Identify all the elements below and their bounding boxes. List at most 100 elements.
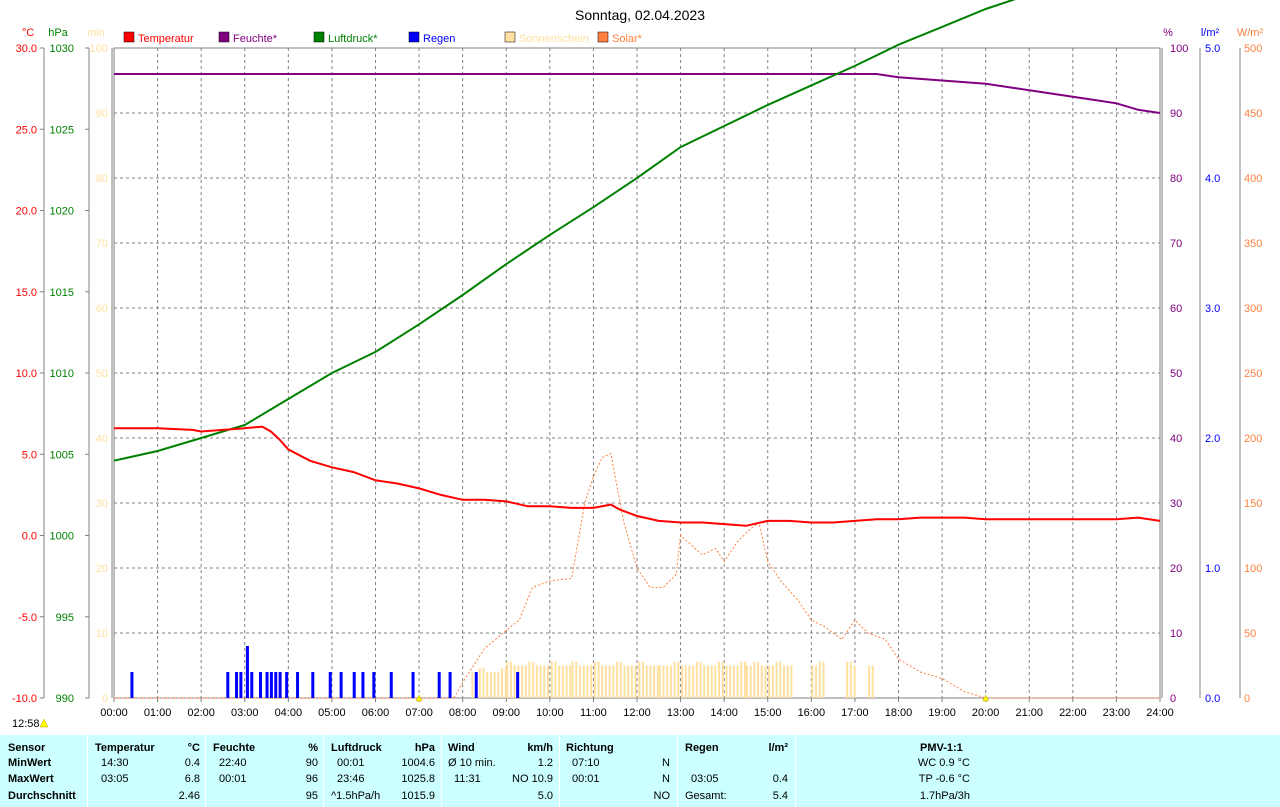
sunshine-bar (642, 661, 645, 698)
sunshine-bar (740, 661, 743, 698)
sunshine-bar (853, 665, 856, 698)
sunshine-bar (593, 661, 596, 698)
pressure-tick-label: 1000 (50, 531, 74, 543)
time-marker-label: 12:58 (12, 718, 40, 730)
sunshine-bar (582, 665, 585, 698)
sunshine-bar (478, 668, 481, 698)
x-tick-label: 17:00 (841, 707, 869, 719)
sunshine-bar (673, 661, 676, 698)
rain-axis-unit: l/m² (1201, 27, 1220, 39)
rain-bar (339, 672, 343, 698)
sunshine-bar (528, 661, 531, 698)
sunshine-bar (771, 665, 774, 698)
stats-header-press-unit: hPa (414, 742, 435, 754)
pmv-wc: WC 0.9 °C (917, 757, 970, 769)
sunshine-tick-label: 90 (96, 108, 108, 120)
temp-tick-label: 10.0 (16, 368, 37, 380)
humidity-tick-label: 30 (1170, 498, 1182, 510)
dir-avg-value: NO (653, 790, 671, 802)
humidity-tick-label: 20 (1170, 563, 1182, 575)
legend-swatch (313, 31, 325, 43)
temp-tick-label: 15.0 (16, 287, 37, 299)
pressure-tick-label: 1030 (50, 43, 74, 55)
x-tick-label: 24:00 (1146, 707, 1174, 719)
pressure-tick-label: 1005 (50, 449, 74, 461)
stats-header-wind: Wind (448, 742, 475, 754)
hum-min-value: 90 (305, 757, 318, 769)
rain-bar (474, 672, 478, 698)
chart-title: Sonntag, 02.04.2023 (575, 7, 705, 23)
dir-min-value: N (662, 757, 670, 769)
sunshine-bar (681, 665, 684, 698)
sunshine-bar (749, 665, 752, 698)
sunshine-bar (764, 665, 767, 698)
sunshine-bar (571, 661, 574, 698)
humidity-tick-label: 10 (1170, 628, 1182, 640)
sunshine-bar (558, 665, 561, 698)
sunshine-bar (524, 665, 527, 698)
sunshine-bar (513, 665, 516, 698)
x-tick-label: 12:00 (623, 707, 651, 719)
pmv-tp: TP -0.6 °C (918, 773, 970, 785)
hum-avg-value: 95 (305, 790, 318, 802)
rain-bar (226, 672, 230, 698)
dir-max-time: 00:01 (572, 773, 600, 785)
rain-bar (278, 672, 282, 698)
sunshine-bar (619, 661, 622, 698)
sunshine-tick-label: 60 (96, 303, 108, 315)
sunshine-tick-label: 30 (96, 498, 108, 510)
sunshine-bar (786, 665, 789, 698)
sunshine-bar (521, 665, 524, 698)
humidity-axis-unit: % (1163, 27, 1173, 39)
x-tick-label: 20:00 (972, 707, 1000, 719)
solar-tick-label: 300 (1244, 303, 1262, 315)
temp-max-time: 03:05 (101, 773, 129, 785)
stats-header-rain: Regen (685, 742, 719, 754)
stats-header-wind-unit: km/h (527, 742, 553, 754)
rain-bar (235, 672, 239, 698)
rain-bar (265, 672, 269, 698)
humidity-tick-label: 0 (1170, 693, 1176, 705)
humidity-tick-label: 90 (1170, 108, 1182, 120)
sunshine-bar (504, 668, 507, 698)
rain-tick-label: 2.0 (1205, 433, 1220, 445)
stats-header-hum: Feuchte (213, 742, 256, 754)
stats-divider (441, 735, 442, 807)
rain-bar (259, 672, 263, 698)
solar-tick-label: 0 (1244, 693, 1250, 705)
solar-axis-unit: W/m² (1237, 27, 1264, 39)
sunshine-bar (565, 665, 568, 698)
x-tick-label: 01:00 (144, 707, 172, 719)
sunshine-bar (482, 668, 485, 698)
solar-tick-label: 200 (1244, 433, 1262, 445)
solar-tick-label: 500 (1244, 43, 1262, 55)
pressure-line (113, 0, 1016, 462)
temp-tick-label: 0.0 (22, 531, 37, 543)
rain-bar (130, 672, 134, 698)
sun-marker-icon (415, 694, 423, 702)
temp-max-value: 6.8 (184, 773, 200, 785)
sunshine-bar (543, 665, 546, 698)
x-tick-label: 14:00 (710, 707, 738, 719)
x-tick-label: 10:00 (536, 707, 564, 719)
legend-label: Temperatur (138, 33, 194, 45)
sunshine-tick-label: 10 (96, 628, 108, 640)
sunshine-bar (732, 665, 735, 698)
sunshine-bar (630, 665, 633, 698)
rain-bar (361, 672, 365, 698)
sunshine-bar (590, 665, 593, 698)
stats-row-max: MaxWert (8, 773, 54, 785)
pressure-axis-unit: hPa (48, 27, 68, 39)
stats-divider (559, 735, 560, 807)
x-tick-label: 07:00 (405, 707, 433, 719)
sunshine-bar (627, 665, 630, 698)
sunshine-bar (539, 665, 542, 698)
sunshine-bar (677, 661, 680, 698)
x-tick-label: 08:00 (449, 707, 477, 719)
legend-swatch (218, 31, 230, 43)
legend-swatch (408, 31, 420, 43)
x-tick-label: 11:00 (580, 707, 607, 719)
sunshine-bar (489, 672, 492, 698)
wind-max-value: NO 10.9 (512, 773, 553, 785)
stats-divider (87, 735, 88, 807)
